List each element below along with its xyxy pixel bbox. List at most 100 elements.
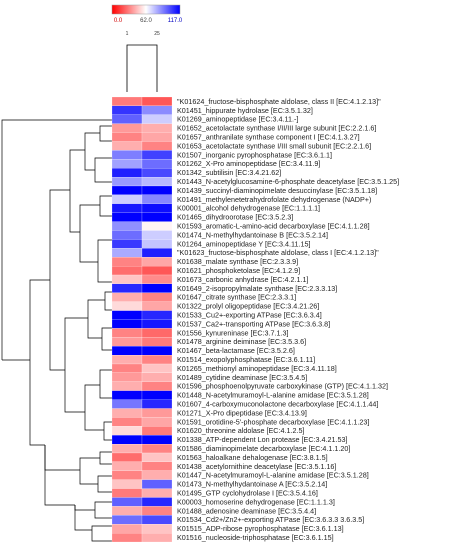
heatmap-cell — [111, 96, 143, 106]
heatmap-cell — [111, 114, 143, 124]
row-label: K01516_nucleoside-triphosphatase [EC:3.6… — [177, 533, 334, 542]
heatmap-cell — [111, 159, 143, 169]
heatmap-cell — [111, 524, 143, 534]
row-label: K01621_phosphoketolase [EC:4.1.2.9] — [177, 266, 300, 275]
heatmap-cell — [111, 337, 143, 347]
row-label: K01649_2-isopropylmalate synthase [EC:2.… — [177, 284, 337, 293]
row-label: K01533_Cu2+-exporting ATPase [EC:3.6.3.4… — [177, 311, 322, 320]
row-label: K01264_aminopeptidase Y [EC:3.4.11.15] — [177, 239, 310, 248]
heatmap-cell — [111, 417, 143, 427]
heatmap-cell — [141, 274, 173, 284]
row-label: K01489_cytidine deaminase [EC:3.5.4.5] — [177, 373, 307, 382]
heatmap-cell — [141, 452, 173, 462]
heatmap-cell — [111, 168, 143, 178]
heatmap-cells — [111, 96, 173, 543]
heatmap-cell — [141, 337, 173, 347]
heatmap-cell — [141, 426, 173, 436]
heatmap-cell — [111, 515, 143, 525]
heatmap-cell — [111, 203, 143, 213]
heatmap-cell — [111, 185, 143, 195]
heatmap-cell — [141, 488, 173, 498]
heatmap-cell — [141, 435, 173, 445]
heatmap-cell — [111, 444, 143, 454]
heatmap-cell — [141, 292, 173, 302]
row-label: K01537_Ca2+-transporting ATPase [EC:3.6.… — [177, 319, 330, 328]
heatmap-cell — [141, 381, 173, 391]
column-dendrogram — [126, 44, 158, 92]
heatmap-cell — [111, 230, 143, 240]
heatmap-cell — [111, 497, 143, 507]
heatmap-cell — [141, 408, 173, 418]
heatmap-cell — [141, 399, 173, 409]
heatmap-cell — [111, 319, 143, 329]
heatmap-cell — [141, 159, 173, 169]
heatmap-cell — [141, 123, 173, 133]
row-label: K01620_threonine aldolase [EC:4.1.2.5] — [177, 426, 304, 435]
heatmap-cell — [141, 515, 173, 525]
heatmap-cell — [141, 212, 173, 222]
heatmap-cell — [111, 381, 143, 391]
row-label: K01638_malate synthase [EC:2.3.3.9] — [177, 257, 298, 266]
heatmap-cell — [111, 372, 143, 382]
row-dendrogram — [1, 119, 112, 542]
row-label: K01586_diaminopimelate decarboxylase [EC… — [177, 444, 350, 453]
row-label: K01342_subtilisin [EC:3.4.21.62] — [177, 168, 281, 177]
row-label: K01647_citrate synthase [EC:2.3.3.1] — [177, 293, 296, 302]
heatmap-cell — [141, 194, 173, 204]
row-label: K01596_phosphoenolpyruvate carboxykinase… — [177, 382, 388, 391]
heatmap-cell — [111, 479, 143, 489]
column-dendrogram-link — [126, 44, 158, 92]
heatmap-cell — [141, 372, 173, 382]
heatmap-cell — [141, 444, 173, 454]
row-label: K01447_N-acetylmuramoyl-L-alanine amidas… — [177, 471, 369, 480]
row-label: K01673_carbonic anhydrase [EC:4.2.1.1] — [177, 275, 308, 284]
row-label: K01438_acetylornithine deacetylase [EC:3… — [177, 462, 336, 471]
heatmap-cell — [111, 408, 143, 418]
row-label: K01467_beta-lactamase [EC:3.5.2.6] — [177, 346, 295, 355]
row-label: K01556_kynureninase [EC:3.7.1.3] — [177, 328, 288, 337]
heatmap-cell — [141, 114, 173, 124]
heatmap-cell — [141, 257, 173, 267]
heatmap-cell — [141, 328, 173, 338]
heatmap-cell — [141, 221, 173, 231]
heatmap-row-labels: "K01624_fructose-bisphosphate aldolase, … — [177, 97, 399, 542]
row-label: K01322_prolyl oligopeptidase [EC:3.4.21.… — [177, 302, 319, 311]
heatmap-cell — [141, 283, 173, 293]
row-label: K01515_ADP-ribose pyrophosphatase [EC:3.… — [177, 524, 344, 533]
heatmap-cell — [141, 141, 173, 151]
row-label: K00001_alcohol dehydrogenase [EC:1.1.1.1… — [177, 204, 320, 213]
row-label: K01491_methylenetetrahydrofolate dehydro… — [177, 195, 371, 204]
column-labels: 1 25 — [126, 31, 160, 37]
row-label: K01474_N-methylhydantoinase B [EC:3.5.2.… — [177, 230, 328, 239]
heatmap-cell — [111, 266, 143, 276]
heatmap-cell — [111, 212, 143, 222]
heatmap-cell — [111, 399, 143, 409]
color-scale-tick-min: 0.0 — [114, 18, 123, 24]
heatmap-cell — [111, 257, 143, 267]
row-label: K01271_X-Pro dipeptidase [EC:3.4.13.9] — [177, 408, 307, 417]
heatmap-cell — [111, 248, 143, 258]
row-label: K01488_adenosine deaminase [EC:3.5.4.4] — [177, 506, 316, 515]
heatmap-cell — [141, 203, 173, 213]
row-label: K00003_homoserine dehydrogenase [EC:1.1.… — [177, 497, 335, 506]
heatmap-cell — [111, 355, 143, 365]
row-label: K01473_N-methylhydantoinase A [EC:3.5.2.… — [177, 480, 327, 489]
heatmap-cell — [141, 479, 173, 489]
heatmap-cell — [141, 310, 173, 320]
heatmap-cell — [111, 390, 143, 400]
heatmap-cell — [141, 497, 173, 507]
heatmap-cell — [111, 274, 143, 284]
heatmap-cell — [111, 461, 143, 471]
heatmap-cell — [141, 96, 173, 106]
heatmap-cell — [141, 346, 173, 356]
heatmap-cell — [141, 105, 173, 115]
color-scale-tick-max: 117.0 — [168, 18, 183, 24]
row-label: K01563_haloalkane dehalogenase [EC:3.8.1… — [177, 453, 328, 462]
heatmap-cell — [141, 239, 173, 249]
heatmap-cell — [111, 426, 143, 436]
heatmap-cell — [141, 532, 173, 543]
heatmap-cell — [111, 292, 143, 302]
row-label: K01465_dihydroorotase [EC:3.5.2.3] — [177, 213, 293, 222]
heatmap-cell — [111, 150, 143, 160]
